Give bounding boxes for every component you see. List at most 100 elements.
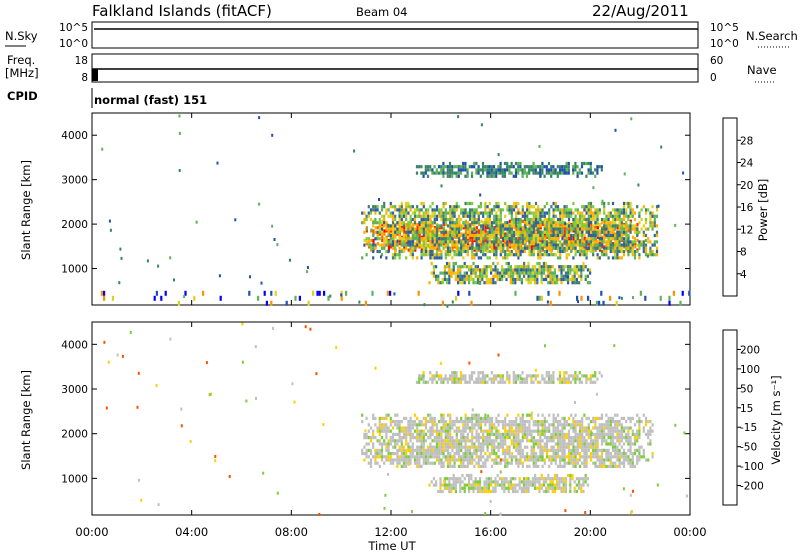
vel-cell [629, 448, 632, 452]
vel-cell [576, 420, 579, 424]
vel-cell [422, 374, 425, 378]
power-cell [495, 224, 498, 228]
power-cell [477, 211, 480, 215]
vel-cell [463, 486, 466, 490]
vel-cell [629, 426, 632, 430]
vel-cell [562, 489, 565, 494]
vel-cell [545, 448, 549, 452]
vel-cell [411, 442, 414, 446]
power-cell [464, 226, 467, 230]
vel-cell [376, 461, 379, 465]
power-cell [622, 224, 626, 228]
vel-cell [517, 413, 520, 417]
power-cell [508, 249, 511, 254]
vel-cell [398, 432, 401, 436]
power-cell [557, 238, 560, 243]
vel-cell [501, 477, 504, 481]
vel-cell [629, 464, 632, 468]
power-scatter-cell [551, 271, 554, 275]
vel-cell [396, 458, 399, 462]
vel-cell [506, 458, 509, 462]
vel-cell [515, 429, 518, 433]
power-cell [508, 237, 511, 241]
power-cell [594, 168, 597, 172]
vel-cell [372, 416, 375, 420]
power-cell [527, 277, 530, 282]
vel-cell [449, 458, 452, 462]
vel-cell [515, 420, 518, 424]
power-cell [153, 295, 156, 301]
power-cell [655, 240, 659, 244]
power-cell [523, 268, 526, 272]
vel-cell [596, 429, 599, 433]
power-cell [471, 238, 474, 243]
power-cell [431, 243, 434, 247]
power-cell [427, 237, 430, 241]
power-cell [482, 240, 485, 244]
vel-cell [385, 423, 388, 427]
power-cell [526, 237, 529, 241]
power-cell [510, 221, 513, 225]
power-cell [545, 171, 548, 175]
vel-cell [482, 442, 485, 446]
vel-cell [638, 452, 641, 456]
power-cell [644, 243, 648, 247]
vel-cell [435, 380, 438, 384]
vel-cell [585, 448, 588, 452]
power-cell [545, 221, 549, 225]
power-scatter-cell [644, 239, 647, 242]
power-cell [475, 168, 478, 172]
vel-cell [605, 448, 608, 452]
power-cell [468, 217, 472, 222]
power-cell [622, 249, 626, 254]
vel-cell [464, 464, 467, 468]
vel-cell [618, 442, 621, 446]
power-cell [567, 168, 570, 172]
power-cell [486, 165, 489, 169]
vel-cell [578, 458, 582, 462]
power-cell [556, 165, 559, 169]
vel-cell [460, 432, 463, 436]
power-cell [439, 281, 442, 285]
power-cell [556, 274, 559, 278]
power-cell [459, 268, 462, 272]
power-cell [490, 243, 494, 247]
power-cell [464, 240, 467, 244]
power-cell [453, 227, 456, 231]
vel-cell [440, 432, 443, 436]
power-scatter-cell [119, 247, 122, 251]
power-scatter-cell [455, 230, 457, 234]
power-cell [479, 240, 483, 244]
power-cell [543, 221, 546, 225]
vel-cell [453, 371, 456, 375]
power-cell [572, 201, 575, 206]
power-cell [512, 271, 515, 275]
power-cell [468, 201, 472, 206]
power-cell [600, 217, 604, 222]
vel-cell [455, 436, 458, 440]
power-cell [529, 268, 532, 272]
power-cell [411, 243, 414, 247]
power-cell [462, 165, 465, 169]
power-cell [416, 208, 419, 212]
vel-cell [600, 423, 604, 427]
power-cell [490, 211, 494, 215]
vel-cell [596, 426, 599, 430]
vel-cell [541, 426, 544, 430]
vel-cell [572, 429, 575, 433]
power-cell [580, 268, 583, 272]
power-cell [424, 240, 428, 244]
power-cell [545, 168, 548, 172]
power-cell [508, 168, 511, 172]
vel-cell [616, 439, 619, 443]
power-cell [653, 233, 656, 238]
power-cell [523, 230, 527, 234]
power-cell [466, 211, 469, 215]
vel-cell [552, 423, 555, 427]
power-cell [474, 274, 477, 278]
vel-cell [448, 489, 451, 494]
vel-cell [416, 423, 419, 427]
power-cell [385, 237, 388, 241]
vel-cell [571, 473, 574, 478]
power-cell [400, 205, 403, 209]
